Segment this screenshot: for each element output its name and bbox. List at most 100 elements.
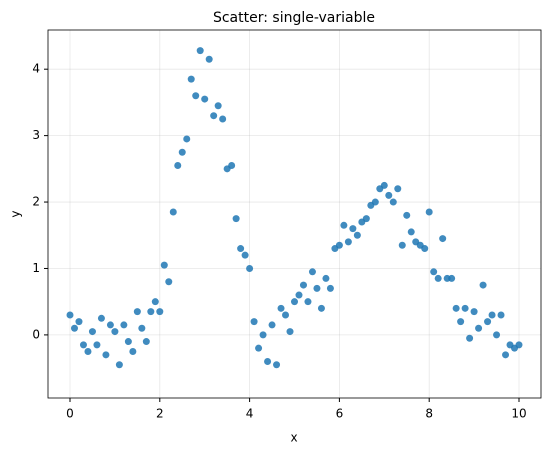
point <box>407 228 415 236</box>
point <box>259 331 267 339</box>
point <box>380 181 388 189</box>
y-tick-label: 4 <box>32 62 40 76</box>
point <box>205 55 213 63</box>
point <box>479 281 487 289</box>
point <box>317 304 325 312</box>
point <box>488 311 496 319</box>
plot-frame <box>47 29 542 399</box>
point <box>165 278 173 286</box>
x-tick-label: 0 <box>66 407 74 421</box>
point <box>349 225 357 233</box>
point <box>75 318 83 326</box>
point <box>93 341 101 349</box>
point <box>484 318 492 326</box>
point <box>183 135 191 143</box>
point <box>425 208 433 216</box>
point <box>389 198 397 206</box>
point <box>106 321 114 329</box>
point <box>88 328 96 336</box>
point <box>174 162 182 170</box>
x-tick-label: 2 <box>156 407 164 421</box>
point <box>457 318 465 326</box>
point <box>304 298 312 306</box>
point <box>102 351 110 359</box>
point <box>201 95 209 103</box>
point <box>322 274 330 282</box>
x-axis-label: x <box>290 431 297 445</box>
point <box>497 311 505 319</box>
point <box>246 264 254 272</box>
point <box>448 274 456 282</box>
point <box>466 334 474 342</box>
point <box>344 238 352 246</box>
point <box>291 298 298 306</box>
point <box>250 318 258 326</box>
point <box>129 348 137 356</box>
point <box>237 245 245 253</box>
point <box>439 235 447 243</box>
point <box>313 284 321 292</box>
point <box>70 324 78 332</box>
point <box>277 304 285 312</box>
point <box>273 361 281 369</box>
point <box>493 331 501 339</box>
point <box>79 341 87 349</box>
point <box>160 261 168 269</box>
point <box>97 314 105 322</box>
x-tick-label: 10 <box>511 407 526 421</box>
point <box>268 321 276 329</box>
point <box>286 328 294 336</box>
point <box>353 231 361 239</box>
point <box>385 191 393 199</box>
y-tick-label: 3 <box>32 128 40 142</box>
point <box>147 308 155 316</box>
point <box>295 291 303 299</box>
point <box>120 321 128 329</box>
point <box>470 308 478 316</box>
point <box>282 311 290 319</box>
x-tick-label: 6 <box>336 407 344 421</box>
point <box>187 75 195 83</box>
point <box>308 268 316 276</box>
y-tick-label: 1 <box>32 261 40 275</box>
point <box>430 268 438 276</box>
point <box>362 215 370 223</box>
point <box>178 148 186 156</box>
point <box>66 311 74 319</box>
point <box>335 241 343 249</box>
point <box>434 274 442 282</box>
point <box>138 324 146 332</box>
chart-title: Scatter: single-variable <box>213 10 375 26</box>
point <box>403 211 411 219</box>
point <box>394 185 402 193</box>
point <box>232 215 240 223</box>
point <box>219 115 227 123</box>
point <box>115 361 123 369</box>
point <box>214 102 222 110</box>
point <box>241 251 249 259</box>
y-tick-label: 2 <box>32 195 40 209</box>
point <box>398 241 406 249</box>
point <box>475 324 483 332</box>
x-tick-label: 4 <box>246 407 254 421</box>
point <box>452 304 460 312</box>
point <box>371 198 379 206</box>
point <box>210 112 218 120</box>
point <box>133 308 141 316</box>
point <box>299 281 307 289</box>
point <box>169 208 177 216</box>
point <box>156 308 164 316</box>
point <box>142 338 150 346</box>
point <box>340 221 348 229</box>
point <box>192 92 200 100</box>
point <box>461 304 469 312</box>
point <box>228 162 236 170</box>
point <box>421 245 429 253</box>
point <box>124 338 132 346</box>
point <box>264 357 272 365</box>
point <box>515 341 523 349</box>
point <box>502 351 510 359</box>
point <box>196 47 204 55</box>
point <box>111 328 119 336</box>
